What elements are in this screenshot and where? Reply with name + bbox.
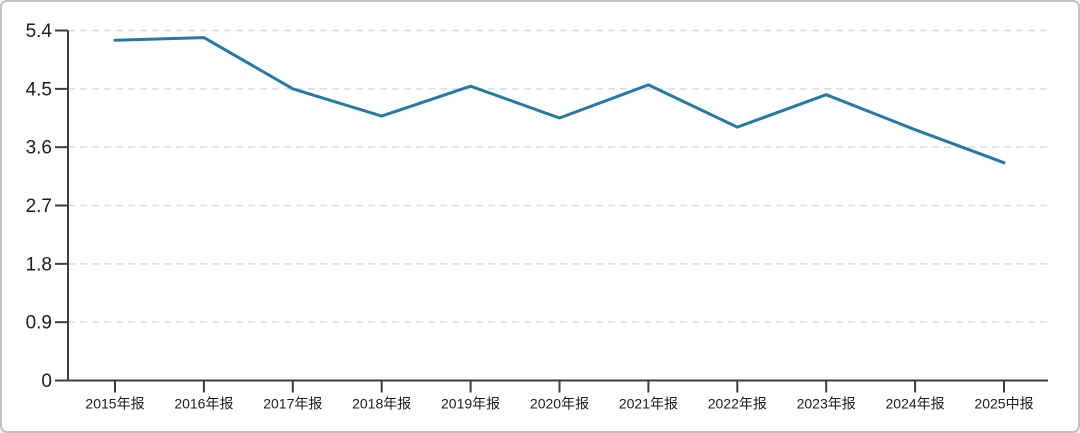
x-axis-label: 2016年报 xyxy=(174,396,233,412)
x-axis-label: 2021年报 xyxy=(619,396,678,412)
y-axis-label: 5.4 xyxy=(26,21,53,42)
y-axis-label: 4.5 xyxy=(26,79,52,100)
axes-group xyxy=(55,29,1048,393)
x-axis-label: 2018年报 xyxy=(352,396,411,412)
gridlines-group xyxy=(68,29,1048,323)
x-axis-label: 2025中报 xyxy=(974,396,1033,412)
axis-labels-group: 0 0.9 1.8 2.7 3.6 4.5 5.4 2015年报 2016年报 2017年报 201… xyxy=(26,21,1034,412)
y-axis-label: 0.9 xyxy=(26,313,52,334)
x-axis-label: 2024年报 xyxy=(886,396,945,412)
x-axis-label: 2015年报 xyxy=(85,396,144,412)
x-axis-label: 2017年报 xyxy=(263,396,322,412)
y-axis-label: 3.6 xyxy=(26,138,52,159)
data-series-group xyxy=(113,36,1006,165)
x-axis-label: 2023年报 xyxy=(797,396,856,412)
y-axis-label: 0 xyxy=(41,371,52,392)
x-axis-label: 2019年报 xyxy=(441,396,500,412)
y-axis-label: 1.8 xyxy=(26,254,52,275)
x-axis-label: 2022年报 xyxy=(708,396,767,412)
y-axis-label: 2.7 xyxy=(26,196,52,217)
data-line xyxy=(113,36,1006,165)
x-axis-label: 2020年报 xyxy=(530,396,589,412)
